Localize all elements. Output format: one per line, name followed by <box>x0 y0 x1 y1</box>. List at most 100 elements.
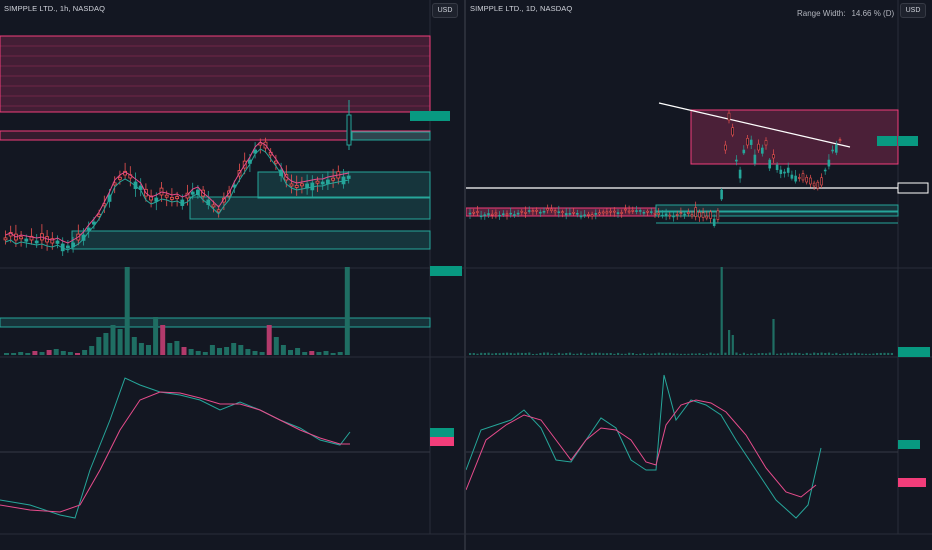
volume-bar <box>850 353 853 355</box>
volume-bar <box>728 330 731 355</box>
volume-bar <box>494 353 498 355</box>
candle-body <box>315 180 320 184</box>
level-badge <box>897 182 929 194</box>
candle-body <box>742 149 746 154</box>
volume-bar <box>809 353 812 355</box>
candle-body <box>838 139 842 141</box>
chart-title: SIMPPLE LTD., 1D, NASDAQ <box>470 4 573 13</box>
volume-bar <box>824 352 827 355</box>
candle-body <box>831 149 834 152</box>
trend-line <box>658 102 851 148</box>
volume-bar <box>554 353 557 355</box>
candle-body <box>346 114 352 146</box>
volume-bar <box>587 353 590 355</box>
candle-body <box>834 144 838 153</box>
volume-bar <box>598 352 601 355</box>
candle-body <box>594 213 598 215</box>
volume-bar <box>224 347 230 355</box>
volume-bar <box>60 351 66 355</box>
candle-body <box>346 175 351 179</box>
candle-body <box>601 211 605 214</box>
pane-divider[interactable] <box>464 0 466 550</box>
volume-bar <box>75 353 80 355</box>
candle-body <box>779 169 783 174</box>
left-chart-canvas[interactable] <box>0 0 464 550</box>
candle-body <box>657 212 660 215</box>
candle-body <box>320 181 325 185</box>
candle-body <box>805 177 809 183</box>
candle-body <box>801 173 805 181</box>
volume-bar <box>772 319 775 355</box>
volume-bar <box>295 348 301 355</box>
volume-bar <box>890 352 893 355</box>
volume-bar <box>676 353 679 355</box>
volume-bar <box>576 353 579 355</box>
volume-bar <box>528 352 531 355</box>
demand-zone <box>655 204 899 212</box>
volume-bar <box>39 352 45 355</box>
candle-body <box>605 211 609 214</box>
volume-bar <box>181 347 187 355</box>
volume-bar <box>539 353 542 355</box>
currency-button[interactable]: USD <box>900 3 926 18</box>
volume-bar <box>160 325 166 355</box>
candle-body <box>705 215 709 219</box>
candle-body <box>786 167 790 173</box>
candle-body <box>772 154 775 159</box>
volume-bar <box>761 353 764 355</box>
volume-bar <box>702 353 705 355</box>
chart-pane-right[interactable]: SIMPPLE LTD., 1D, NASDAQ Range Width: 14.… <box>466 0 932 550</box>
candle-body <box>487 213 490 216</box>
candle-body <box>516 212 520 215</box>
volume-bar <box>864 353 868 355</box>
candle-body <box>650 211 653 213</box>
oscillator-line-a <box>0 377 351 519</box>
volume-bar <box>879 352 882 355</box>
volume-bar <box>209 345 215 355</box>
volume-bar <box>202 352 208 355</box>
range-width-label: Range Width: <box>797 9 846 18</box>
candle-body <box>598 212 601 215</box>
candle-body <box>175 196 180 199</box>
candle-body <box>66 245 70 249</box>
oscillator-badge-a <box>898 440 920 449</box>
candle-body <box>679 212 683 215</box>
volume-bar <box>344 267 350 355</box>
candle-body <box>716 210 720 220</box>
volume-bar <box>698 353 701 355</box>
volume-bar <box>820 352 823 355</box>
volume-bar <box>883 352 886 355</box>
volume-bar <box>654 353 657 355</box>
volume-bar <box>839 353 842 355</box>
ticker-badge <box>877 136 897 146</box>
candle-body <box>757 143 760 151</box>
candle-body <box>646 210 649 213</box>
volume-bar <box>639 353 642 355</box>
volume-bar <box>757 353 760 355</box>
oscillator-badge-b <box>430 437 454 446</box>
volume-bar <box>572 353 575 355</box>
volume-bar <box>153 317 159 355</box>
candle-body <box>687 212 690 214</box>
volume-bar <box>266 325 272 355</box>
volume-bar <box>768 352 771 355</box>
candle-body <box>483 214 487 217</box>
candle-body <box>794 175 797 182</box>
volume-bar <box>517 352 520 355</box>
candle-body <box>738 169 742 179</box>
volume-bar <box>713 353 716 355</box>
currency-button[interactable]: USD <box>432 3 458 18</box>
candle-body <box>576 213 579 215</box>
price-badge <box>430 111 450 121</box>
oscillator-line-b <box>466 399 817 498</box>
candle-body <box>24 238 29 242</box>
right-chart-canvas[interactable] <box>466 0 932 550</box>
candle-body <box>709 211 712 219</box>
candle-body <box>661 214 664 217</box>
candle-body <box>164 194 169 198</box>
chart-pane-left[interactable]: SIMPPLE LTD., 1h, NASDAQ USD <box>0 0 464 550</box>
volume-bar <box>32 351 38 355</box>
candle-body <box>520 210 524 213</box>
volume-bar <box>846 353 849 355</box>
candle-body <box>609 210 612 213</box>
